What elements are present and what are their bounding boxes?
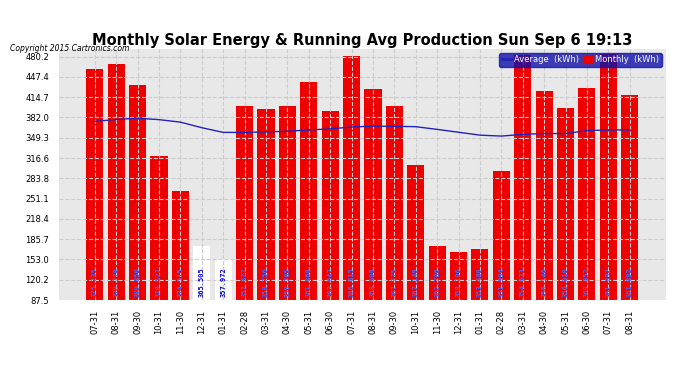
Text: 363.647: 363.647 (327, 267, 333, 297)
Bar (621, 95, 638, 354)
Legend: Average  (kWh), Monthly  (kWh): Average (kWh), Monthly (kWh) (500, 53, 662, 67)
Text: 375.735: 375.735 (92, 267, 98, 297)
Text: 354.673: 354.673 (520, 267, 526, 297)
Bar (193, 246, 210, 354)
Text: 353.480: 353.480 (477, 267, 483, 297)
Text: 360.852: 360.852 (584, 267, 590, 297)
Bar (150, 156, 168, 354)
Text: 367.775: 367.775 (391, 267, 397, 297)
Bar (172, 191, 189, 354)
Bar (279, 106, 296, 354)
Bar (600, 54, 617, 354)
Bar (257, 110, 275, 354)
Text: 357.972: 357.972 (220, 267, 226, 297)
Bar (493, 171, 510, 354)
Text: Copyright 2015 Cartronics.com: Copyright 2015 Cartronics.com (10, 44, 130, 52)
Bar (364, 89, 382, 354)
Text: 362.786: 362.786 (434, 267, 440, 297)
Text: 368.008: 368.008 (370, 267, 376, 297)
Text: 380.850: 380.850 (135, 267, 141, 297)
Text: 366.615: 366.615 (348, 267, 355, 297)
Text: 359.765: 359.765 (284, 267, 290, 297)
Bar (407, 165, 424, 354)
Text: 367.149: 367.149 (413, 267, 419, 297)
Text: 361.892: 361.892 (627, 267, 633, 297)
Text: 357.827: 357.827 (241, 267, 248, 297)
Bar (343, 56, 360, 354)
Text: 356.010: 356.010 (562, 267, 569, 297)
Bar (236, 106, 253, 354)
Text: 378.527: 378.527 (156, 267, 162, 297)
Bar (471, 249, 489, 354)
Bar (129, 85, 146, 354)
Text: 358.196: 358.196 (455, 267, 462, 297)
Title: Monthly Solar Energy & Running Avg Production Sun Sep 6 19:13: Monthly Solar Energy & Running Avg Produ… (92, 33, 633, 48)
Text: 374.515: 374.515 (177, 267, 184, 297)
Bar (578, 88, 595, 354)
Bar (300, 81, 317, 354)
Text: 378.778: 378.778 (113, 267, 119, 297)
Text: 356.146: 356.146 (541, 267, 547, 297)
Bar (450, 252, 467, 354)
Text: 361.892: 361.892 (605, 267, 611, 297)
Bar (535, 91, 553, 354)
Text: 361.868: 361.868 (306, 267, 312, 297)
Bar (86, 69, 104, 354)
Bar (428, 246, 446, 354)
Bar (557, 108, 574, 354)
Bar (514, 55, 531, 354)
Bar (215, 260, 232, 354)
Bar (108, 64, 125, 354)
Text: 365.505: 365.505 (199, 267, 205, 297)
Bar (386, 106, 403, 354)
Bar (322, 111, 339, 354)
Text: 351.994: 351.994 (498, 267, 504, 297)
Text: 358.756: 358.756 (263, 267, 269, 297)
